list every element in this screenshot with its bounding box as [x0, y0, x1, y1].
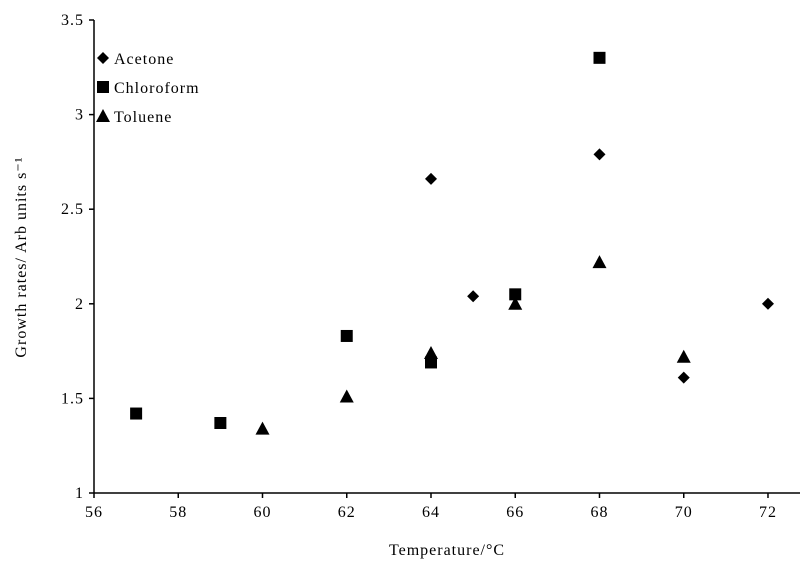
x-tick-label: 62 [338, 504, 356, 521]
x-tick-label: 64 [422, 504, 440, 521]
point [593, 51, 606, 64]
point [340, 329, 353, 342]
legend-marker [97, 52, 109, 64]
legend-label: Acetone [114, 51, 174, 68]
y-tick-label: 2.5 [61, 201, 84, 218]
point [676, 349, 691, 363]
y-tick-label: 2 [75, 296, 84, 313]
point [214, 416, 227, 429]
point [509, 288, 522, 301]
x-tick-label: 72 [759, 504, 777, 521]
point [255, 421, 270, 435]
y-axis-label: Growth rates/ Arb units s⁻¹ [13, 156, 30, 357]
x-tick-label: 66 [506, 504, 524, 521]
point [339, 389, 354, 403]
point [592, 255, 607, 269]
x-tick-label: 68 [590, 504, 608, 521]
x-tick-label: 56 [85, 504, 103, 521]
legend-label: Toluene [114, 109, 172, 126]
legend-label: Chloroform [114, 80, 200, 97]
y-tick-label: 1.5 [61, 390, 84, 407]
x-tick-label: 58 [169, 504, 187, 521]
y-tick-label: 1 [75, 485, 84, 502]
x-tick-label: 70 [675, 504, 693, 521]
point [761, 297, 774, 310]
legend-marker [96, 109, 110, 122]
legend-marker [97, 81, 109, 93]
y-tick-label: 3 [75, 107, 84, 124]
point [593, 148, 606, 161]
point [424, 172, 437, 185]
point [130, 407, 143, 420]
y-tick-label: 3.5 [61, 12, 84, 29]
point [508, 296, 523, 310]
point [467, 290, 480, 303]
x-tick-label: 60 [253, 504, 271, 521]
x-axis-label: Temperature/°C [389, 542, 505, 559]
point [677, 371, 690, 384]
point [423, 345, 438, 359]
point [424, 356, 437, 369]
